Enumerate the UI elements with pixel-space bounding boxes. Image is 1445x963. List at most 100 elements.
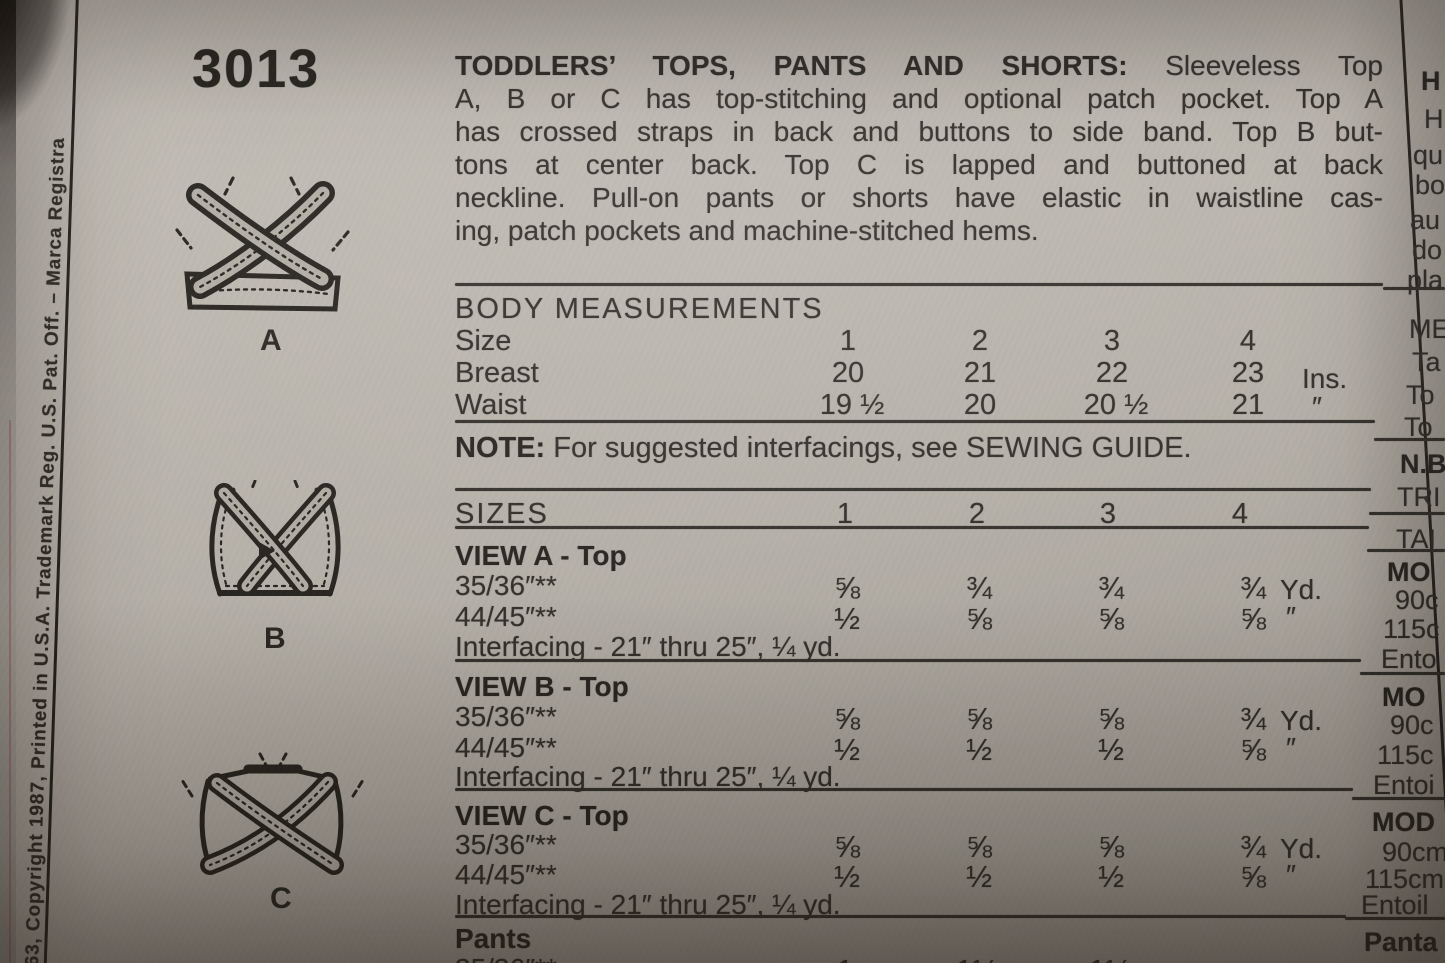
row-label: Size — [455, 325, 512, 357]
divider-line — [455, 488, 1371, 491]
french-fragment: 90cm — [1382, 837, 1445, 867]
row-label: 35/36″** — [455, 829, 557, 860]
cell: ⅝ — [1240, 859, 1266, 894]
description-line: A, B or C has top-stitching and optional… — [455, 83, 1383, 114]
cell: 3 — [1099, 498, 1117, 530]
french-fragment: MO — [1382, 682, 1426, 712]
row-label: Breast — [455, 357, 539, 389]
table-row-breast: Breast 20 21 22 23 Ins. — [0, 357, 1445, 394]
view-a-garment-sketch — [175, 176, 350, 312]
row-label: 44/45″** — [455, 732, 557, 763]
row-label: 44/45″** — [455, 601, 557, 632]
row-label: 44/45″** — [455, 859, 557, 890]
table-row-waist: Waist 19 ½ 20 20 ½ 21 ″ — [0, 389, 1445, 425]
yardage-sizes-header: SIZES 1 2 3 4 — [0, 498, 1445, 534]
divider-line — [455, 915, 1346, 918]
cell: ¾ — [1240, 829, 1266, 864]
unit-label: Yd. — [1280, 574, 1323, 605]
description-line: TODDLERS’ TOPS, PANTS AND SHORTS: Sleeve… — [455, 50, 1383, 82]
row-label: 35/36″** — [455, 701, 557, 732]
cell: ½ — [966, 859, 992, 894]
yardage-row: 35/36″** 1 1¼ 1¼ — [0, 953, 1445, 963]
table-row-size: Size 1 2 3 4 — [0, 325, 1445, 361]
description-line: has crossed straps in back and buttons t… — [455, 116, 1383, 147]
note-lead: NOTE: — [455, 432, 546, 464]
divider-line — [1345, 917, 1445, 920]
cell: 1¼ — [1088, 953, 1131, 963]
yardage-row: 35/36″** ⅝ ⅝ ⅝ ¾ Yd. — [0, 701, 1445, 737]
french-fragment: Entoil — [1361, 890, 1429, 920]
cell: ½ — [834, 601, 860, 636]
cell: ⅝ — [966, 701, 992, 736]
french-fragment: Ta — [1412, 347, 1441, 377]
note-line: NOTE: For suggested interfacings, see SE… — [455, 432, 1192, 465]
cell: 3 — [1103, 325, 1121, 357]
yardage-row: 35/36″** ⅝ ¾ ¾ ¾ Yd. — [0, 570, 1445, 606]
view-b-label: B — [264, 622, 286, 655]
description-line: tons at center back. Top C is lapped and… — [455, 149, 1383, 180]
cell: 1 — [836, 953, 853, 963]
french-fragment: To — [1404, 412, 1433, 442]
cell: 22 — [1095, 357, 1129, 389]
cell: 19 ½ — [819, 389, 885, 421]
view-b-garment-sketch — [209, 480, 341, 597]
divider-line — [1369, 512, 1445, 515]
french-fragment: MO — [1387, 557, 1431, 587]
view-c-garment-sketch — [180, 752, 365, 875]
cell: 23 — [1231, 357, 1265, 389]
cell: ⅝ — [1098, 829, 1124, 864]
divider-line — [1360, 672, 1445, 675]
french-fragment: To — [1406, 380, 1435, 410]
cell: ¾ — [1240, 570, 1266, 605]
cell: ½ — [834, 732, 860, 767]
section-title-view-c: VIEW C - Top — [455, 800, 629, 831]
french-fragment: 115cm — [1365, 864, 1445, 894]
cell: 1¼ — [955, 953, 998, 963]
cell: ½ — [834, 859, 860, 894]
cell: 1 — [836, 498, 854, 530]
description-title: TODDLERS’ TOPS, PANTS AND SHORTS: — [455, 50, 1128, 81]
french-fragment: au — [1410, 205, 1441, 235]
cell: ¾ — [966, 570, 992, 605]
cell: ⅝ — [834, 701, 860, 736]
french-fragment: Panta — [1364, 927, 1438, 957]
cell: 21 — [1231, 389, 1265, 421]
french-fragment: ME — [1409, 314, 1445, 344]
interfacing-note: Interfacing - 21″ thru 25″, ¼ yd. — [455, 889, 841, 920]
french-fragment: H — [1424, 104, 1444, 134]
divider-line — [455, 420, 1375, 423]
cell: ⅝ — [1240, 732, 1266, 767]
cell: 20 — [963, 389, 997, 421]
view-a-label: A — [260, 324, 282, 357]
cell: ¾ — [1240, 701, 1266, 736]
interfacing-note: Interfacing - 21″ thru 25″, ¼ yd. — [455, 761, 841, 792]
cell: 21 — [963, 357, 997, 389]
french-fragment: bo — [1415, 170, 1445, 200]
row-label: 35/36″** — [455, 570, 557, 601]
unit-label: ″ — [1286, 859, 1296, 890]
cell: ½ — [1098, 732, 1124, 767]
french-fragment: H — [1421, 66, 1441, 96]
cell: ⅝ — [834, 570, 860, 605]
yardage-row: 44/45″** ½ ½ ½ ⅝ ″ — [0, 859, 1445, 895]
unit-label: Yd. — [1280, 833, 1323, 864]
divider-line — [1352, 797, 1445, 800]
cell: ⅝ — [1240, 601, 1266, 636]
note-text: For suggested interfacings, see SEWING G… — [545, 432, 1192, 464]
cell: ⅝ — [966, 601, 992, 636]
sizes-label: SIZES — [455, 498, 549, 530]
unit-label: ″ — [1286, 732, 1296, 763]
french-fragment: qu — [1413, 140, 1444, 170]
cell: 20 ½ — [1083, 389, 1149, 421]
divider-line — [455, 283, 1383, 286]
cell: ⅝ — [1098, 701, 1124, 736]
section-title-pants: Pants — [455, 923, 532, 954]
french-fragment: 90c — [1395, 585, 1439, 615]
cell: ¾ — [1098, 570, 1124, 605]
divider-line — [455, 526, 1369, 529]
divider-line — [455, 788, 1353, 791]
unit-label: Yd. — [1280, 705, 1323, 736]
view-c-label: C — [270, 882, 292, 915]
